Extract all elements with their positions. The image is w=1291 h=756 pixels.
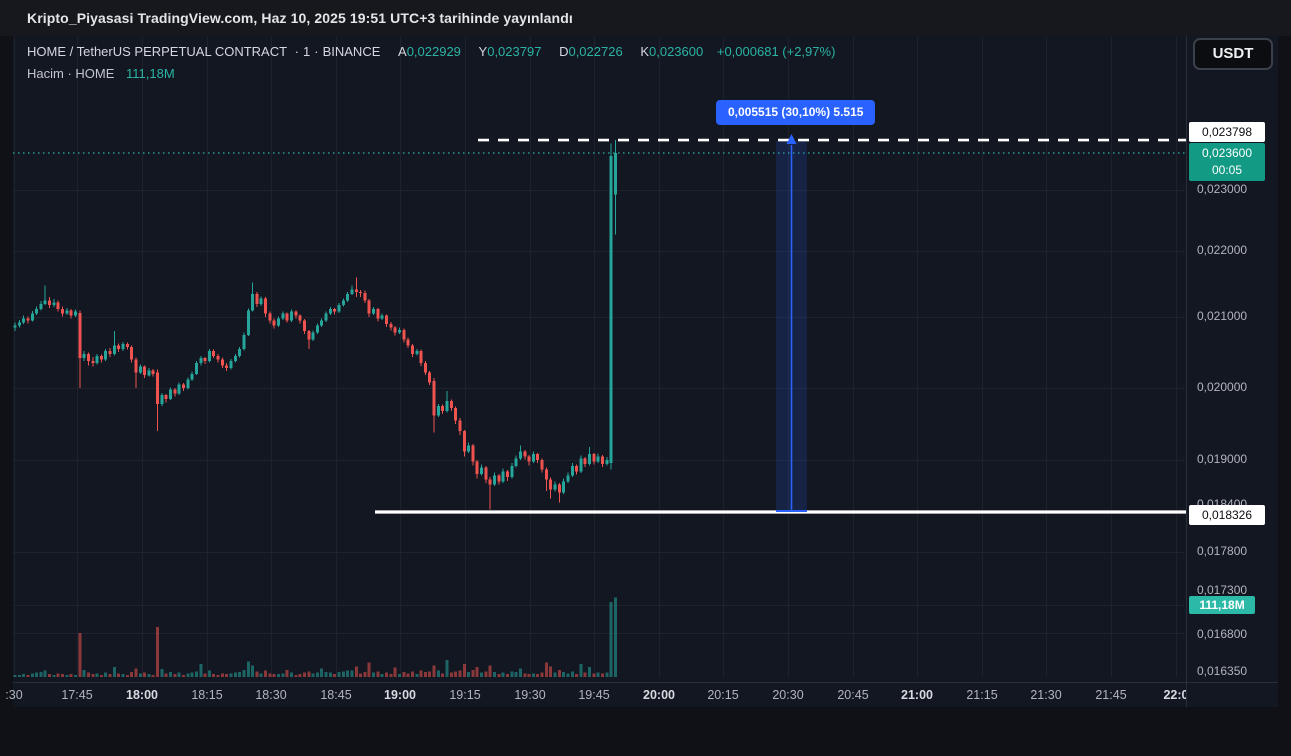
price-tick-label: 0,019000 bbox=[1197, 452, 1248, 466]
axis-corner bbox=[1186, 682, 1278, 707]
time-tick-label: 20:45 bbox=[837, 688, 869, 702]
symbol-header[interactable]: HOME / TetherUS PERPETUAL CONTRACT · 1 · BI… bbox=[27, 44, 835, 59]
low-letter: D bbox=[559, 44, 569, 59]
price-tick-label: 0,022000 bbox=[1197, 243, 1248, 257]
currency-toggle-button[interactable]: USDT bbox=[1193, 38, 1273, 70]
time-tick-label: 19:15 bbox=[449, 688, 481, 702]
candles bbox=[13, 140, 617, 510]
price-tick-label: 0,017800 bbox=[1197, 544, 1248, 558]
high-price-label: 0,023798 bbox=[1189, 122, 1265, 142]
time-tick-label: 19:30 bbox=[514, 688, 546, 702]
published-title-bar: Kripto_Piyasasi TradingView.com, Haz 10,… bbox=[0, 0, 1291, 36]
open-value: 0,022929 bbox=[406, 44, 461, 59]
symbol-title[interactable]: HOME / TetherUS PERPETUAL CONTRACT bbox=[27, 44, 288, 59]
measure-box bbox=[776, 134, 807, 512]
time-tick-label: 19:45 bbox=[578, 688, 610, 702]
open-letter: A bbox=[398, 44, 407, 59]
close-letter: K bbox=[640, 44, 649, 59]
price-tick-label: 0,021000 bbox=[1197, 309, 1248, 323]
volume-bars bbox=[13, 597, 617, 677]
grid-lines bbox=[13, 37, 1185, 677]
exchange-label: BINANCE bbox=[322, 44, 381, 59]
price-tick-label: 0,017300 bbox=[1197, 583, 1248, 597]
volume-legend[interactable]: Hacim · HOME 111,18M bbox=[27, 66, 175, 81]
time-tick-label: 18:00 bbox=[126, 688, 158, 702]
close-value: 0,023600 bbox=[649, 44, 704, 59]
time-tick-label: 18:45 bbox=[320, 688, 352, 702]
high-value: 0,023797 bbox=[487, 44, 542, 59]
last-price-label: 0,023600 00:05 bbox=[1189, 143, 1265, 181]
time-tick-label: 17:45 bbox=[61, 688, 93, 702]
time-tick-label: 21:45 bbox=[1095, 688, 1127, 702]
separator-dot: · bbox=[314, 44, 319, 59]
time-tick-label: 20:00 bbox=[643, 688, 675, 702]
time-tick-label: 19:00 bbox=[384, 688, 416, 702]
volume-legend-label: Hacim · HOME bbox=[27, 66, 115, 81]
change-value: +0,000681 (+2,97%) bbox=[716, 44, 836, 59]
time-tick-label: 20:30 bbox=[772, 688, 804, 702]
price-tick-label: 0,016350 bbox=[1197, 664, 1248, 678]
time-tick-label: :30 bbox=[5, 688, 23, 702]
low-price-label: 0,018326 bbox=[1189, 505, 1265, 525]
high-letter: Y bbox=[478, 44, 488, 59]
volume-axis-badge: 111,18M bbox=[1189, 596, 1255, 614]
time-axis[interactable]: :30 17:45 18:00 18:15 18:30 18:45 19:00 19:15 19… bbox=[5, 682, 1189, 707]
time-tick-label: 22:0 bbox=[1163, 688, 1189, 702]
price-axis[interactable]: 0,023000 0,022000 0,021000 0,020000 0,019000… bbox=[1186, 36, 1278, 682]
time-tick-label: 18:15 bbox=[191, 688, 223, 702]
time-tick-label: 21:15 bbox=[966, 688, 998, 702]
time-tick-label: 20:15 bbox=[707, 688, 739, 702]
interval-label[interactable]: 1 bbox=[303, 44, 311, 59]
measure-tooltip: 0,005515 (30,10%) 5.515 bbox=[716, 100, 876, 125]
time-tick-label: 21:30 bbox=[1030, 688, 1062, 702]
separator-dot: · bbox=[291, 44, 300, 59]
price-tick-label: 0,023000 bbox=[1197, 182, 1248, 196]
time-tick-label: 18:30 bbox=[255, 688, 287, 702]
price-tick-label: 0,020000 bbox=[1197, 380, 1248, 394]
published-title: Kripto_Piyasasi TradingView.com, Haz 10,… bbox=[27, 10, 573, 26]
low-value: 0,022726 bbox=[568, 44, 623, 59]
price-tick-label: 0,016800 bbox=[1197, 627, 1248, 641]
bottom-bar: TradingView bbox=[0, 707, 1291, 756]
time-tick-label: 21:00 bbox=[901, 688, 933, 702]
chart-widget[interactable] bbox=[13, 36, 1278, 707]
volume-legend-value: 111,18M bbox=[126, 66, 175, 81]
